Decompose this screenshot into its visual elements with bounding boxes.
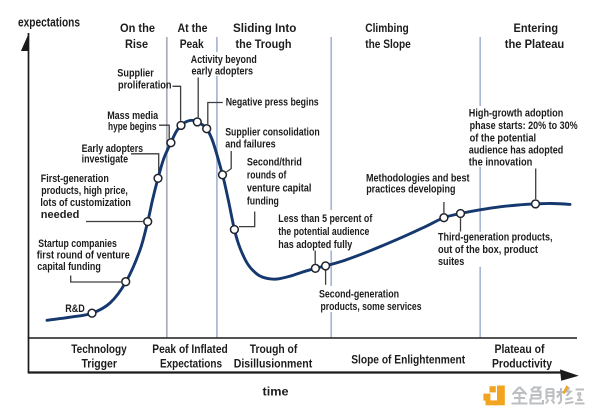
svg-text:Third-generation products,out: Third-generation products, out of the box… [438,232,553,269]
svg-text:expectations: expectations [18,15,80,29]
svg-text:Negative press begins: Negative press begins [226,97,319,109]
svg-text:Slope of Enlightenment: Slope of Enlightenment [351,353,465,367]
svg-text:R&D: R&D [65,303,85,315]
svg-text:time: time [263,384,289,398]
